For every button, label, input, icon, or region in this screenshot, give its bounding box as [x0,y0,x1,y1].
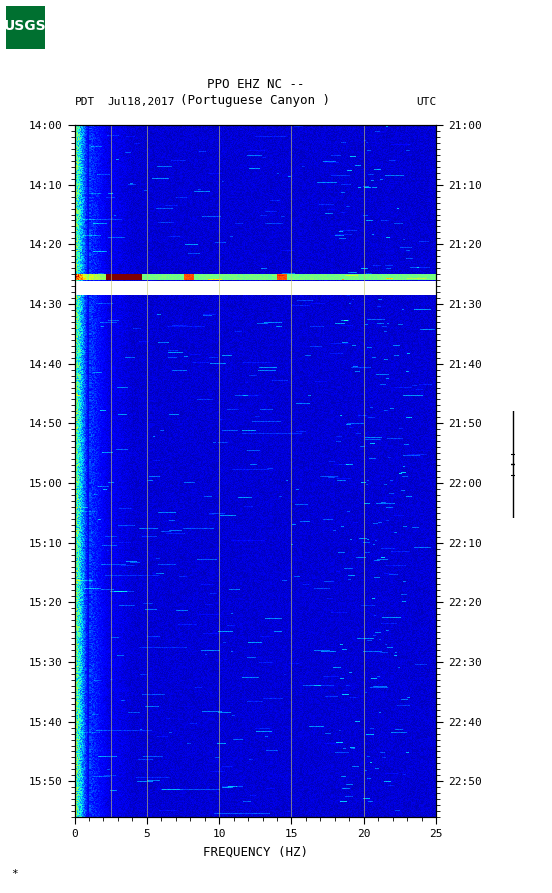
Text: PPO EHZ NC --: PPO EHZ NC -- [206,78,304,91]
Text: UTC: UTC [416,97,436,107]
Text: Jul18,2017: Jul18,2017 [108,97,175,107]
X-axis label: FREQUENCY (HZ): FREQUENCY (HZ) [203,846,308,859]
Text: PDT: PDT [75,97,95,107]
Text: *: * [11,869,18,879]
Text: USGS: USGS [4,19,47,32]
Text: (Portuguese Canyon ): (Portuguese Canyon ) [181,94,330,107]
Bar [6,6,45,49]
